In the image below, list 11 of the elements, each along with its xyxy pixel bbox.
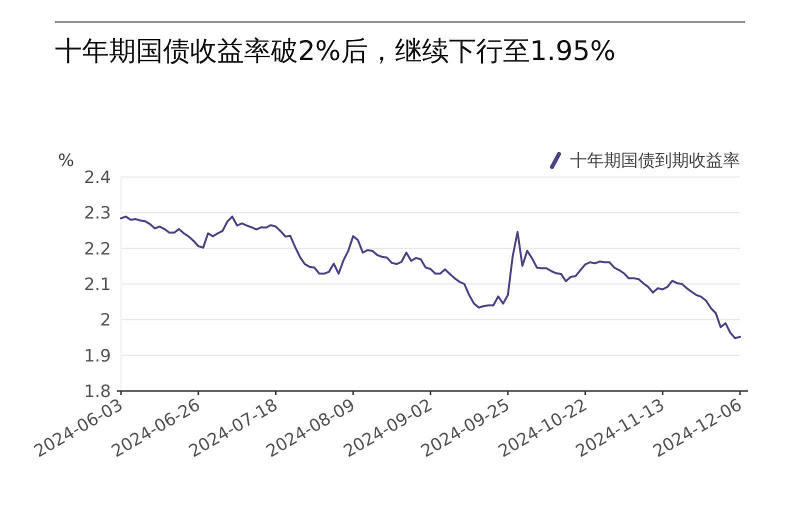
line-series [120, 216, 741, 340]
legend-label: 十年期国债到期收益率 [570, 151, 740, 171]
y-tick-label: 2.2 [84, 239, 111, 260]
y-tick-label: 2.3 [84, 204, 111, 224]
chart-title: 十年期国债收益率破2%后，继续下行至1.95% [55, 36, 616, 67]
y-axis-title: % [58, 151, 74, 171]
y-tick-label: 1.8 [84, 382, 111, 402]
y-tick-label: 2 [100, 310, 111, 331]
y-tick-label: 2.1 [84, 275, 111, 295]
y-tick-label: 2.4 [84, 168, 111, 188]
y-tick-label: 1.9 [84, 346, 111, 366]
